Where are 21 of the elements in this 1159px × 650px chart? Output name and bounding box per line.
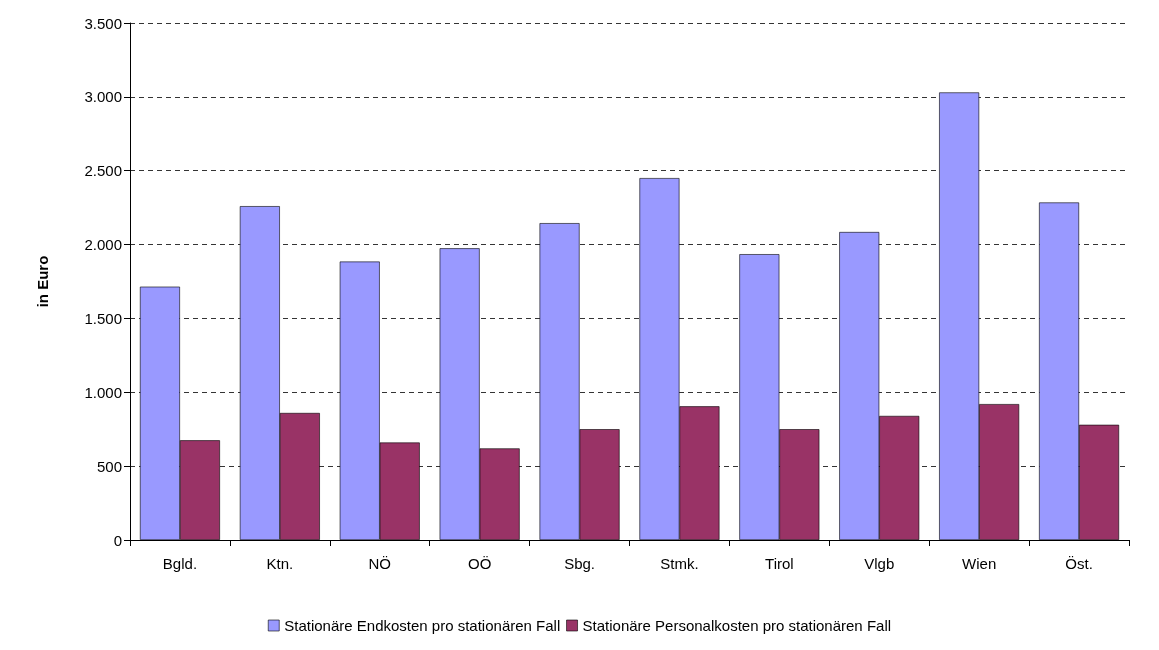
x-tick-label: NÖ	[368, 555, 391, 572]
x-tick-label: Tirol	[765, 555, 794, 572]
y-tick-label: 2.500	[84, 162, 122, 180]
y-tick-label: 0	[113, 531, 122, 549]
x-tick-label: Öst.	[1065, 555, 1093, 572]
y-axis-title: in Euro	[34, 255, 51, 308]
x-tick-label: Bgld.	[162, 555, 198, 572]
legend-label: Stationäre Personalkosten pro stationären Fall	[582, 617, 892, 634]
x-tick-label: Sbg.	[564, 555, 595, 572]
y-tick-label: 1.000	[84, 383, 122, 401]
x-tick-label: Wien	[962, 555, 997, 572]
y-tick-label: 1.500	[84, 309, 122, 327]
y-tick-label: 3.500	[84, 14, 122, 32]
x-tick-label: Stmk.	[660, 555, 699, 572]
x-tick-label: OÖ	[467, 555, 492, 572]
x-tick-label: Vlgb	[864, 555, 895, 572]
y-tick-label: 3.000	[84, 88, 122, 106]
legend-label: Stationäre Endkosten pro stationären Fall	[284, 617, 561, 634]
y-tick-label: 500	[96, 457, 122, 475]
x-tick-label: Ktn.	[266, 555, 294, 572]
y-tick-label: 2.000	[84, 236, 122, 254]
